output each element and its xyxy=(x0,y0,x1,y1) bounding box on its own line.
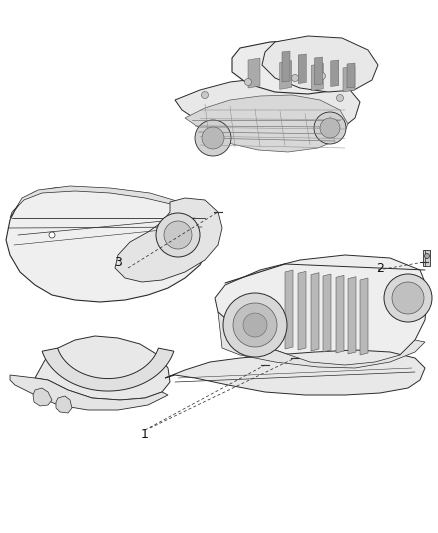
Circle shape xyxy=(233,303,277,347)
Circle shape xyxy=(244,78,251,85)
Polygon shape xyxy=(285,270,293,349)
Circle shape xyxy=(384,274,432,322)
Polygon shape xyxy=(298,271,306,350)
Text: 1: 1 xyxy=(141,429,149,441)
Polygon shape xyxy=(360,278,368,355)
Polygon shape xyxy=(56,396,72,413)
Polygon shape xyxy=(185,95,348,152)
Circle shape xyxy=(164,221,192,249)
Polygon shape xyxy=(232,40,368,94)
Polygon shape xyxy=(175,78,360,142)
Polygon shape xyxy=(423,250,430,266)
Circle shape xyxy=(156,213,200,257)
Polygon shape xyxy=(298,54,306,84)
Circle shape xyxy=(49,232,55,238)
Polygon shape xyxy=(165,350,425,395)
Polygon shape xyxy=(215,255,428,365)
Circle shape xyxy=(223,293,287,357)
Polygon shape xyxy=(282,51,290,82)
Polygon shape xyxy=(10,186,205,222)
Polygon shape xyxy=(262,36,378,92)
Polygon shape xyxy=(348,277,356,354)
Circle shape xyxy=(320,118,340,138)
Circle shape xyxy=(202,127,224,149)
Polygon shape xyxy=(347,63,355,88)
Polygon shape xyxy=(248,58,260,88)
Polygon shape xyxy=(35,336,170,400)
Polygon shape xyxy=(314,57,322,85)
Circle shape xyxy=(292,75,299,82)
Polygon shape xyxy=(343,66,355,92)
Polygon shape xyxy=(10,375,168,410)
Circle shape xyxy=(201,92,208,99)
Polygon shape xyxy=(311,63,323,91)
Polygon shape xyxy=(115,198,222,282)
Polygon shape xyxy=(280,61,292,90)
Circle shape xyxy=(243,313,267,337)
Text: 3: 3 xyxy=(114,255,122,269)
Circle shape xyxy=(195,120,231,156)
Circle shape xyxy=(424,254,430,259)
Circle shape xyxy=(318,72,325,79)
Polygon shape xyxy=(331,60,339,86)
Polygon shape xyxy=(42,348,174,391)
Polygon shape xyxy=(311,273,319,351)
Circle shape xyxy=(336,94,343,101)
Polygon shape xyxy=(218,312,425,368)
Circle shape xyxy=(314,112,346,144)
Polygon shape xyxy=(336,276,344,353)
Circle shape xyxy=(392,282,424,314)
Polygon shape xyxy=(323,274,331,352)
Text: 2: 2 xyxy=(376,262,384,274)
Polygon shape xyxy=(6,188,210,302)
Polygon shape xyxy=(33,388,52,406)
